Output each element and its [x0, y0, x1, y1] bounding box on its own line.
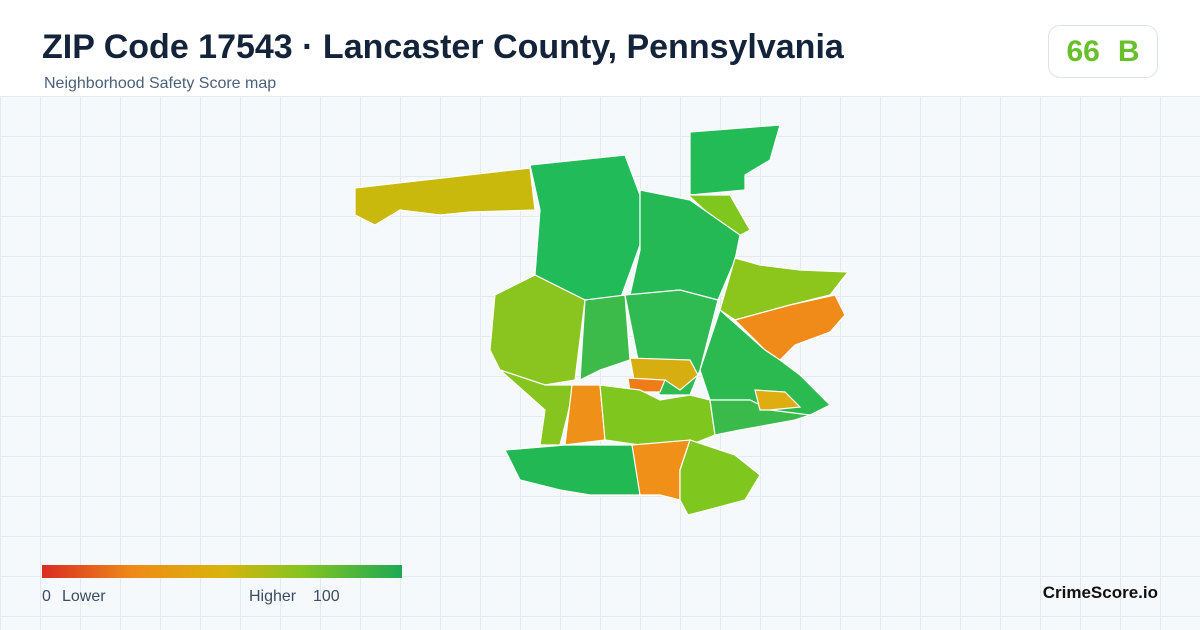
region — [529, 154, 641, 301]
score-badge: 66 B — [1048, 25, 1158, 78]
region — [719, 257, 850, 321]
score-value: 66 — [1066, 34, 1100, 68]
title: ZIP Code 17543 · Lancaster County, Penns… — [42, 28, 844, 66]
legend-min: 0 — [42, 588, 51, 605]
region — [627, 377, 666, 393]
subtitle: Neighborhood Safety Score map — [44, 75, 277, 92]
legend-high: Higher — [249, 588, 297, 605]
region — [709, 399, 811, 436]
region — [489, 274, 586, 386]
region — [504, 444, 641, 496]
legend-max: 100 — [313, 588, 340, 605]
region — [579, 294, 631, 382]
score-grade: B — [1117, 34, 1140, 68]
region — [599, 384, 716, 446]
brand: CrimeScore.io — [1042, 583, 1158, 602]
region — [679, 439, 761, 516]
region — [354, 167, 536, 226]
legend-low: Lower — [62, 588, 106, 605]
region — [689, 124, 781, 196]
legend-gradient — [42, 565, 402, 578]
region — [754, 389, 802, 411]
header-bg — [0, 0, 1200, 96]
region — [564, 384, 606, 446]
